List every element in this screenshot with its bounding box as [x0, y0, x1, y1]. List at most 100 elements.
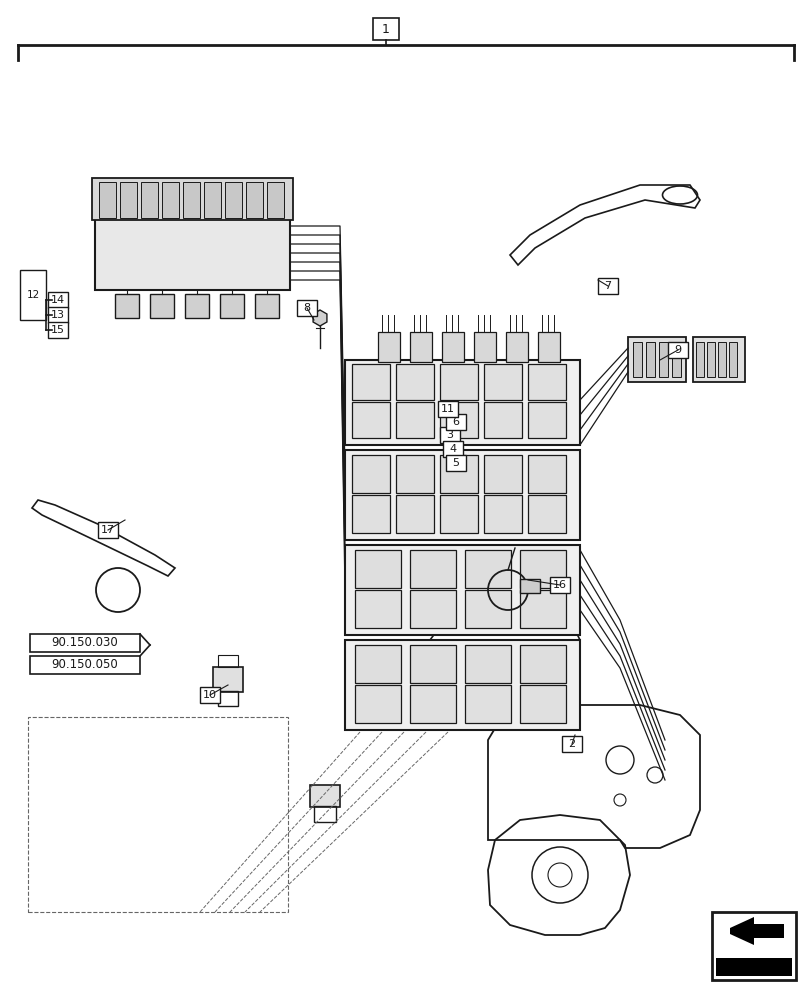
- Bar: [267, 182, 284, 218]
- Bar: [633, 342, 642, 377]
- Bar: [505, 332, 527, 362]
- Bar: [410, 550, 456, 588]
- Bar: [410, 590, 456, 628]
- Bar: [728, 342, 736, 377]
- Text: 8: 8: [303, 303, 310, 313]
- Bar: [310, 785, 340, 807]
- Text: 14: 14: [51, 295, 65, 305]
- Bar: [440, 495, 478, 533]
- Bar: [527, 455, 565, 493]
- Text: 3: 3: [446, 430, 453, 440]
- Bar: [445, 414, 466, 430]
- Bar: [297, 300, 316, 316]
- Text: 16: 16: [552, 580, 566, 590]
- Bar: [519, 550, 565, 588]
- Bar: [48, 307, 68, 323]
- Bar: [217, 691, 238, 706]
- Bar: [440, 364, 478, 400]
- Bar: [212, 667, 242, 692]
- Bar: [141, 182, 158, 218]
- Bar: [440, 455, 478, 493]
- Bar: [627, 337, 685, 382]
- Bar: [667, 342, 687, 358]
- Bar: [410, 685, 456, 723]
- Text: 6: 6: [452, 417, 459, 427]
- Bar: [465, 590, 510, 628]
- Bar: [441, 332, 463, 362]
- Bar: [28, 717, 288, 912]
- Bar: [483, 402, 521, 438]
- Bar: [95, 215, 290, 290]
- Bar: [465, 645, 510, 683]
- Bar: [527, 364, 565, 400]
- Bar: [445, 455, 466, 471]
- Bar: [351, 402, 389, 438]
- Text: 2: 2: [568, 739, 575, 749]
- Bar: [220, 294, 243, 318]
- Polygon shape: [313, 310, 327, 326]
- Bar: [150, 294, 174, 318]
- Bar: [162, 182, 178, 218]
- Bar: [372, 18, 398, 40]
- Bar: [351, 364, 389, 400]
- Bar: [354, 685, 401, 723]
- Bar: [410, 645, 456, 683]
- Bar: [48, 292, 68, 308]
- Bar: [437, 401, 457, 417]
- Text: 11: 11: [440, 404, 454, 414]
- Bar: [225, 182, 242, 218]
- Bar: [255, 294, 279, 318]
- Bar: [345, 450, 579, 540]
- Bar: [354, 550, 401, 588]
- Bar: [410, 332, 431, 362]
- Bar: [538, 332, 560, 362]
- Bar: [351, 455, 389, 493]
- Bar: [30, 634, 139, 652]
- Text: 12: 12: [26, 290, 40, 300]
- Bar: [351, 495, 389, 533]
- Text: 90.150.050: 90.150.050: [52, 658, 118, 672]
- Bar: [527, 495, 565, 533]
- Bar: [706, 342, 714, 377]
- Bar: [646, 342, 654, 377]
- Bar: [440, 427, 460, 443]
- Bar: [20, 270, 46, 320]
- Bar: [527, 402, 565, 438]
- Text: 4: 4: [448, 444, 456, 454]
- Bar: [354, 645, 401, 683]
- Bar: [483, 495, 521, 533]
- Bar: [354, 590, 401, 628]
- Text: 1: 1: [382, 23, 389, 36]
- Bar: [200, 687, 220, 703]
- Bar: [440, 402, 478, 438]
- Bar: [692, 337, 744, 382]
- Bar: [659, 342, 667, 377]
- Bar: [519, 579, 539, 593]
- Bar: [345, 545, 579, 635]
- Bar: [519, 645, 565, 683]
- Bar: [474, 332, 496, 362]
- Bar: [246, 182, 263, 218]
- Bar: [465, 685, 510, 723]
- Bar: [396, 402, 433, 438]
- Bar: [217, 655, 238, 667]
- Bar: [120, 182, 137, 218]
- Bar: [465, 550, 510, 588]
- Bar: [345, 360, 579, 445]
- Bar: [396, 495, 433, 533]
- Text: 13: 13: [51, 310, 65, 320]
- Bar: [396, 455, 433, 493]
- Bar: [561, 736, 581, 752]
- Bar: [711, 912, 795, 980]
- Bar: [30, 656, 139, 674]
- Bar: [345, 640, 579, 730]
- Text: 10: 10: [203, 690, 217, 700]
- Text: 9: 9: [674, 345, 680, 355]
- Bar: [443, 441, 462, 457]
- Bar: [182, 182, 200, 218]
- Bar: [519, 685, 565, 723]
- Bar: [483, 455, 521, 493]
- Bar: [597, 278, 617, 294]
- Bar: [715, 958, 791, 976]
- Bar: [204, 182, 221, 218]
